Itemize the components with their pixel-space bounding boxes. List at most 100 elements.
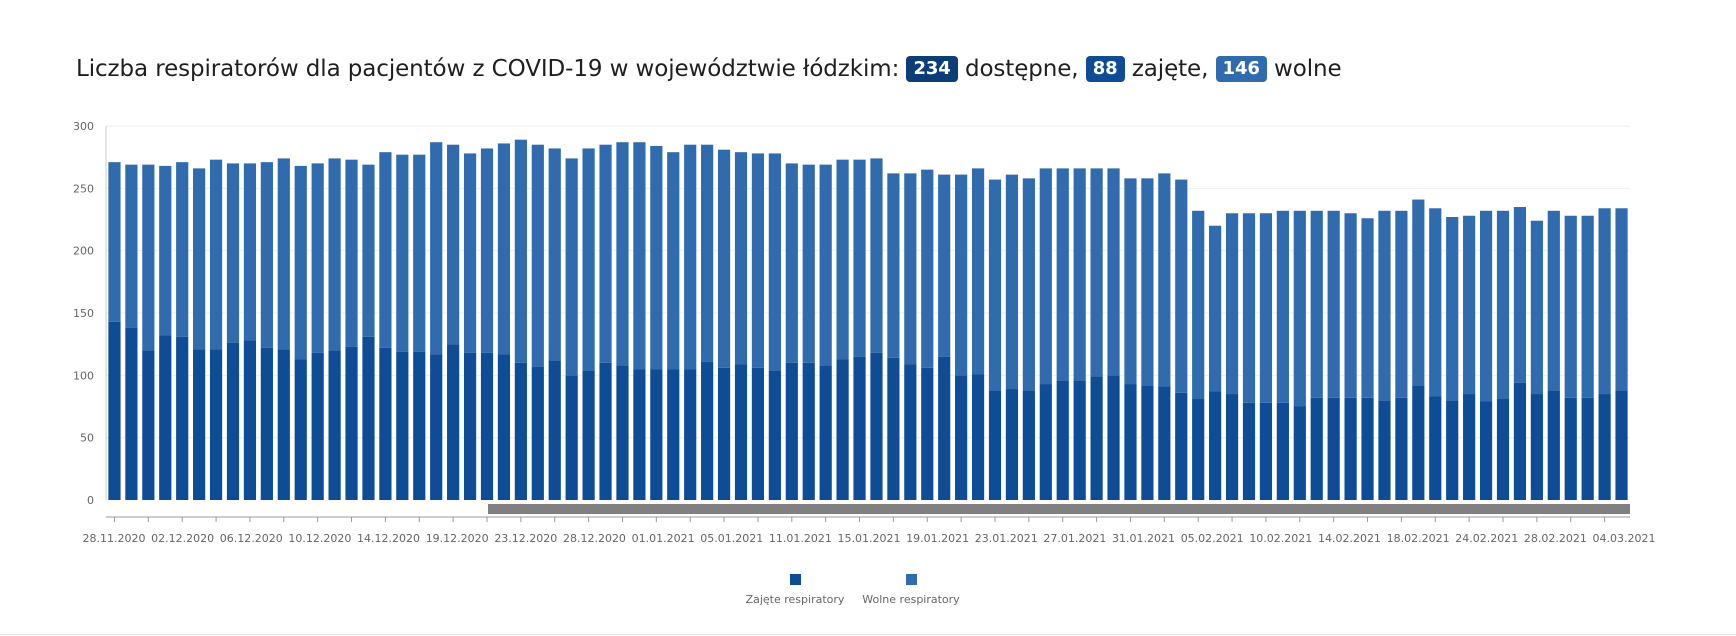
bar-occupied[interactable] bbox=[1361, 397, 1374, 500]
bar-free[interactable] bbox=[1395, 210, 1408, 398]
bar-occupied[interactable] bbox=[514, 362, 527, 500]
bar-occupied[interactable] bbox=[226, 342, 240, 500]
bar-occupied[interactable] bbox=[1327, 397, 1340, 500]
bar-free[interactable] bbox=[1547, 210, 1560, 391]
bar-occupied[interactable] bbox=[1039, 384, 1052, 500]
bar-occupied[interactable] bbox=[633, 369, 646, 500]
bar-free[interactable] bbox=[1530, 220, 1543, 395]
bar-free[interactable] bbox=[277, 158, 290, 350]
legend-item-free[interactable]: Wolne respiratory bbox=[841, 572, 981, 606]
bar-occupied[interactable] bbox=[396, 351, 409, 500]
bar-free[interactable] bbox=[768, 153, 781, 371]
bar-free[interactable] bbox=[108, 162, 121, 322]
bar-occupied[interactable] bbox=[345, 346, 358, 500]
bar-occupied[interactable] bbox=[1090, 376, 1103, 500]
bar-occupied[interactable] bbox=[667, 369, 680, 500]
bar-free[interactable] bbox=[193, 168, 206, 350]
bar-occupied[interactable] bbox=[108, 321, 121, 500]
bar-occupied[interactable] bbox=[531, 366, 544, 500]
bar-free[interactable] bbox=[616, 142, 629, 366]
bar-occupied[interactable] bbox=[1276, 402, 1289, 500]
bar-occupied[interactable] bbox=[430, 354, 443, 500]
bar-occupied[interactable] bbox=[1513, 382, 1527, 500]
bar-free[interactable] bbox=[1005, 174, 1019, 390]
bar-occupied[interactable] bbox=[1175, 392, 1188, 500]
bar-free[interactable] bbox=[971, 168, 985, 375]
bar-free[interactable] bbox=[751, 153, 765, 368]
bar-occupied[interactable] bbox=[1446, 400, 1459, 500]
bar-free[interactable] bbox=[667, 152, 680, 370]
bar-occupied[interactable] bbox=[1463, 394, 1476, 500]
bar-free[interactable] bbox=[565, 158, 578, 376]
bar-occupied[interactable] bbox=[599, 362, 612, 500]
bar-occupied[interactable] bbox=[785, 362, 798, 500]
bar-occupied[interactable] bbox=[1192, 399, 1205, 500]
bar-free[interactable] bbox=[819, 164, 832, 366]
bar-free[interactable] bbox=[1090, 168, 1103, 377]
bar-occupied[interactable] bbox=[751, 367, 765, 500]
bar-free[interactable] bbox=[955, 174, 968, 376]
bar-occupied[interactable] bbox=[1598, 394, 1611, 500]
bar-free[interactable] bbox=[1158, 173, 1171, 387]
bar-free[interactable] bbox=[1412, 199, 1425, 386]
bar-occupied[interactable] bbox=[1259, 402, 1273, 500]
bar-occupied[interactable] bbox=[802, 362, 815, 500]
bar-occupied[interactable] bbox=[311, 352, 324, 500]
legend-item-occupied[interactable]: Zajęte respiratory bbox=[725, 572, 865, 606]
bar-free[interactable] bbox=[531, 144, 544, 367]
bar-occupied[interactable] bbox=[955, 375, 968, 500]
bar-free[interactable] bbox=[1429, 208, 1442, 397]
bar-occupied[interactable] bbox=[1547, 390, 1560, 500]
bar-free[interactable] bbox=[1513, 207, 1527, 383]
bar-free[interactable] bbox=[717, 149, 731, 368]
bar-free[interactable] bbox=[921, 169, 934, 368]
bar-occupied[interactable] bbox=[294, 359, 307, 500]
bar-free[interactable] bbox=[1276, 210, 1289, 403]
bar-free[interactable] bbox=[548, 148, 561, 361]
bar-occupied[interactable] bbox=[1378, 400, 1391, 500]
bar-occupied[interactable] bbox=[1242, 402, 1256, 500]
bar-occupied[interactable] bbox=[887, 357, 900, 500]
bar-free[interactable] bbox=[1141, 178, 1154, 386]
bar-free[interactable] bbox=[1598, 208, 1611, 395]
bar-free[interactable] bbox=[142, 164, 155, 351]
bar-free[interactable] bbox=[684, 144, 697, 370]
bar-free[interactable] bbox=[887, 173, 900, 358]
bar-occupied[interactable] bbox=[853, 356, 866, 500]
bar-free[interactable] bbox=[413, 154, 426, 352]
bar-occupied[interactable] bbox=[1530, 394, 1543, 500]
bar-free[interactable] bbox=[938, 174, 951, 357]
bar-free[interactable] bbox=[497, 143, 511, 355]
bar-free[interactable] bbox=[1242, 213, 1256, 403]
bar-free[interactable] bbox=[1463, 215, 1476, 395]
bar-free[interactable] bbox=[836, 159, 849, 360]
bar-occupied[interactable] bbox=[159, 335, 172, 500]
bar-free[interactable] bbox=[904, 173, 917, 365]
bar-free[interactable] bbox=[125, 164, 138, 328]
bar-occupied[interactable] bbox=[193, 349, 206, 500]
bar-occupied[interactable] bbox=[717, 367, 731, 500]
bar-occupied[interactable] bbox=[328, 350, 341, 500]
bar-free[interactable] bbox=[447, 144, 460, 345]
bar-free[interactable] bbox=[159, 165, 172, 336]
bar-occupied[interactable] bbox=[1479, 401, 1493, 500]
bar-free[interactable] bbox=[1344, 213, 1357, 398]
bar-occupied[interactable] bbox=[1107, 375, 1120, 500]
bar-occupied[interactable] bbox=[480, 352, 494, 500]
bar-free[interactable] bbox=[294, 165, 307, 360]
bar-free[interactable] bbox=[1615, 208, 1628, 391]
bar-occupied[interactable] bbox=[463, 352, 477, 500]
bar-occupied[interactable] bbox=[362, 336, 375, 500]
bar-occupied[interactable] bbox=[836, 359, 849, 500]
bar-free[interactable] bbox=[1073, 168, 1086, 381]
bar-occupied[interactable] bbox=[548, 360, 561, 500]
bar-free[interactable] bbox=[1022, 178, 1035, 391]
bar-free[interactable] bbox=[785, 163, 798, 363]
bar-free[interactable] bbox=[701, 144, 714, 362]
bar-free[interactable] bbox=[396, 154, 409, 352]
bar-free[interactable] bbox=[599, 144, 612, 363]
bar-occupied[interactable] bbox=[1124, 384, 1137, 500]
bar-occupied[interactable] bbox=[971, 374, 985, 500]
bar-occupied[interactable] bbox=[243, 340, 257, 500]
bar-occupied[interactable] bbox=[1310, 397, 1323, 500]
